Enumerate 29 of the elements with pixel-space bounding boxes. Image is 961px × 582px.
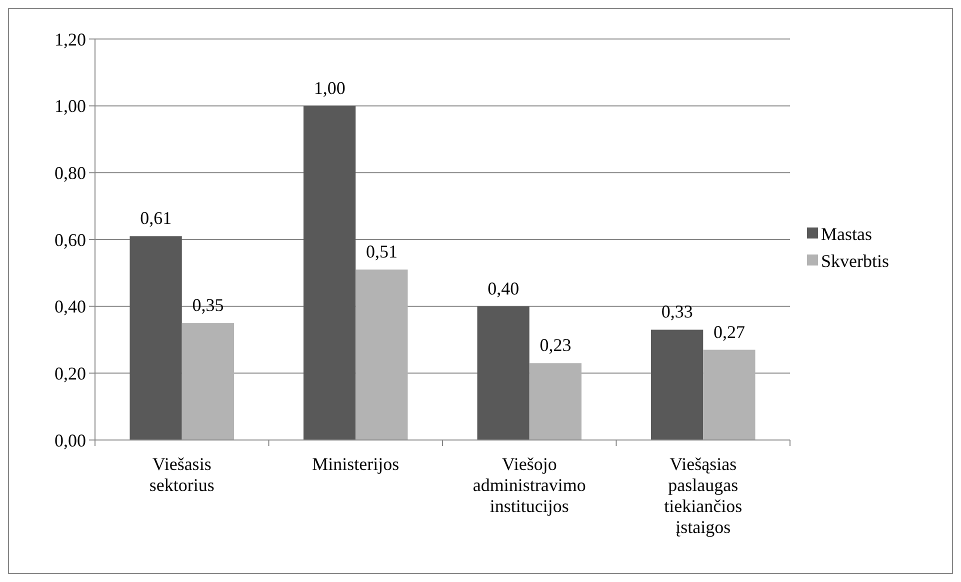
bar	[304, 106, 356, 440]
bar	[356, 270, 408, 440]
data-label: 0,51	[366, 242, 398, 262]
x-tick-label: Viešąsias paslaugas tiekiančios įstaigos	[664, 454, 742, 537]
data-label: 0,35	[192, 295, 224, 316]
legend-label: Skverbtis	[821, 250, 890, 271]
data-label: 0,33	[661, 302, 693, 322]
y-tick-label: 0,60	[54, 230, 86, 250]
bar	[703, 350, 756, 440]
y-tick-label: 0,20	[54, 363, 86, 384]
data-label: 1,00	[314, 78, 346, 98]
x-tick-label: Ministerijos	[312, 454, 400, 474]
x-tick-label: Viešojo administravimo institucijos	[472, 454, 586, 516]
y-tick-label: 0,40	[54, 296, 86, 317]
y-tick-label: 0,00	[54, 430, 86, 450]
data-label: 0,40	[488, 278, 520, 298]
legend-label: Mastas	[821, 224, 872, 244]
bar	[477, 306, 530, 440]
y-tick-label: 0,80	[54, 162, 86, 183]
bar	[182, 323, 234, 440]
x-tick-label: Viešasis sektorius	[149, 454, 214, 495]
bar	[651, 330, 704, 440]
bar	[130, 236, 182, 440]
y-tick-label: 1,20	[54, 29, 86, 50]
bar	[529, 363, 582, 440]
data-label: 0,23	[540, 335, 572, 356]
data-label: 0,27	[713, 322, 745, 342]
data-label: 0,61	[140, 208, 172, 228]
y-tick-label: 1,00	[54, 96, 86, 116]
